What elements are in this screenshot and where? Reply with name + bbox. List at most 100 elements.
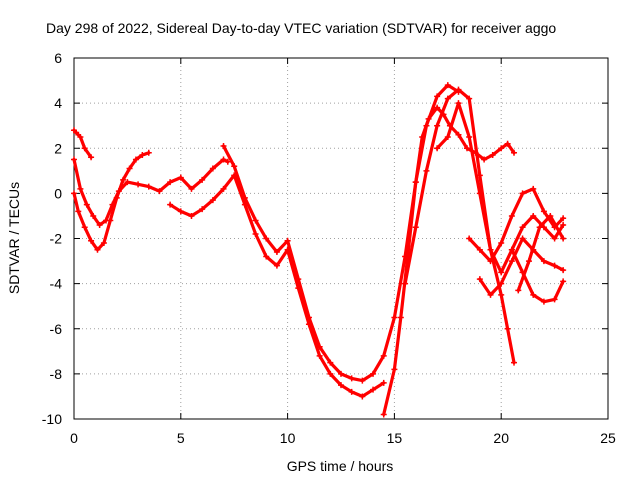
data-point <box>498 280 505 287</box>
data-point <box>156 188 163 195</box>
data-point <box>370 386 377 393</box>
data-point <box>444 133 451 140</box>
y-tick-label: -4 <box>50 276 63 292</box>
x-tick-label: 0 <box>70 430 78 446</box>
data-point <box>425 115 432 122</box>
data-point <box>540 258 547 265</box>
data-point <box>476 246 483 253</box>
data-point <box>71 190 77 197</box>
data-point <box>188 212 195 219</box>
data-point <box>551 296 558 303</box>
data-point <box>115 188 122 195</box>
data-point <box>305 314 312 321</box>
data-point <box>73 129 80 136</box>
y-tick-label: -8 <box>50 366 63 382</box>
data-point <box>295 276 302 283</box>
data-point <box>511 359 518 366</box>
data-point <box>498 269 505 276</box>
data-point <box>434 93 441 100</box>
data-point <box>525 258 532 265</box>
x-tick-label: 20 <box>493 430 509 446</box>
data-point <box>327 370 334 377</box>
data-point <box>145 149 152 156</box>
data-point <box>94 246 101 253</box>
data-point <box>177 208 184 215</box>
data-point <box>338 370 344 377</box>
y-tick-label: -10 <box>42 411 62 427</box>
data-point <box>487 246 494 253</box>
data-point <box>273 262 280 269</box>
x-tick-label: 25 <box>600 430 616 446</box>
data-point <box>551 235 558 242</box>
y-tick-label: 4 <box>54 95 62 111</box>
data-point <box>540 298 547 305</box>
series-line-7 <box>403 88 516 365</box>
data-point <box>120 176 127 183</box>
data-point <box>77 133 84 140</box>
data-point <box>412 179 419 186</box>
data-point <box>75 208 82 215</box>
data-point <box>81 224 88 231</box>
y-axis-label: SDTVAR / TECUs <box>6 182 22 294</box>
data-point <box>391 366 398 373</box>
data-point <box>455 131 462 138</box>
data-point <box>380 411 387 418</box>
data-point <box>508 246 515 253</box>
y-tick-label: -6 <box>50 321 63 337</box>
y-tick-label: 2 <box>54 140 62 156</box>
data-point <box>252 230 259 237</box>
data-point <box>455 100 462 107</box>
y-tick-label: 0 <box>54 185 62 201</box>
y-axis-ticks: -10 -8 -6 -4 -2 0 2 4 6 <box>42 50 608 427</box>
data-point <box>560 221 567 228</box>
data-point <box>327 359 334 366</box>
data-point <box>412 224 419 231</box>
data-point <box>498 240 505 247</box>
data-point <box>241 194 248 201</box>
data-point <box>224 158 231 165</box>
data-point <box>380 379 387 386</box>
data-point <box>177 174 184 181</box>
data-point <box>316 343 323 350</box>
data-point <box>530 212 537 219</box>
data-point <box>519 190 526 197</box>
y-tick-label: 6 <box>54 50 62 66</box>
data-point <box>88 237 95 244</box>
data-point <box>504 325 511 332</box>
data-point <box>515 287 522 294</box>
data-point <box>466 235 473 242</box>
data-point <box>132 156 139 163</box>
grid <box>74 58 608 419</box>
data-point <box>476 276 483 283</box>
y-tick-label: -2 <box>50 231 63 247</box>
data-point <box>124 179 131 186</box>
data-point <box>220 185 227 192</box>
x-axis-label: GPS time / hours <box>287 458 394 474</box>
data-point <box>100 240 107 247</box>
data-point <box>508 212 515 219</box>
data-point <box>348 388 355 395</box>
data-point <box>359 377 366 384</box>
data-point <box>547 212 554 219</box>
data-point <box>519 235 526 242</box>
data-point <box>96 221 103 228</box>
x-tick-label: 5 <box>177 430 185 446</box>
data-point <box>220 142 227 149</box>
data-point <box>145 183 152 190</box>
data-point <box>263 235 270 242</box>
data-point <box>199 206 206 213</box>
data-point <box>487 291 494 298</box>
data-point <box>316 352 323 359</box>
data-point <box>444 95 451 102</box>
data-point <box>560 267 567 274</box>
data-point <box>380 352 387 359</box>
data-point <box>397 314 404 321</box>
data-point <box>71 156 77 163</box>
data-point <box>167 179 174 186</box>
data-point <box>444 82 451 89</box>
data-point <box>90 212 97 219</box>
data-point <box>263 253 270 260</box>
data-series <box>71 82 567 418</box>
data-point <box>188 185 195 192</box>
